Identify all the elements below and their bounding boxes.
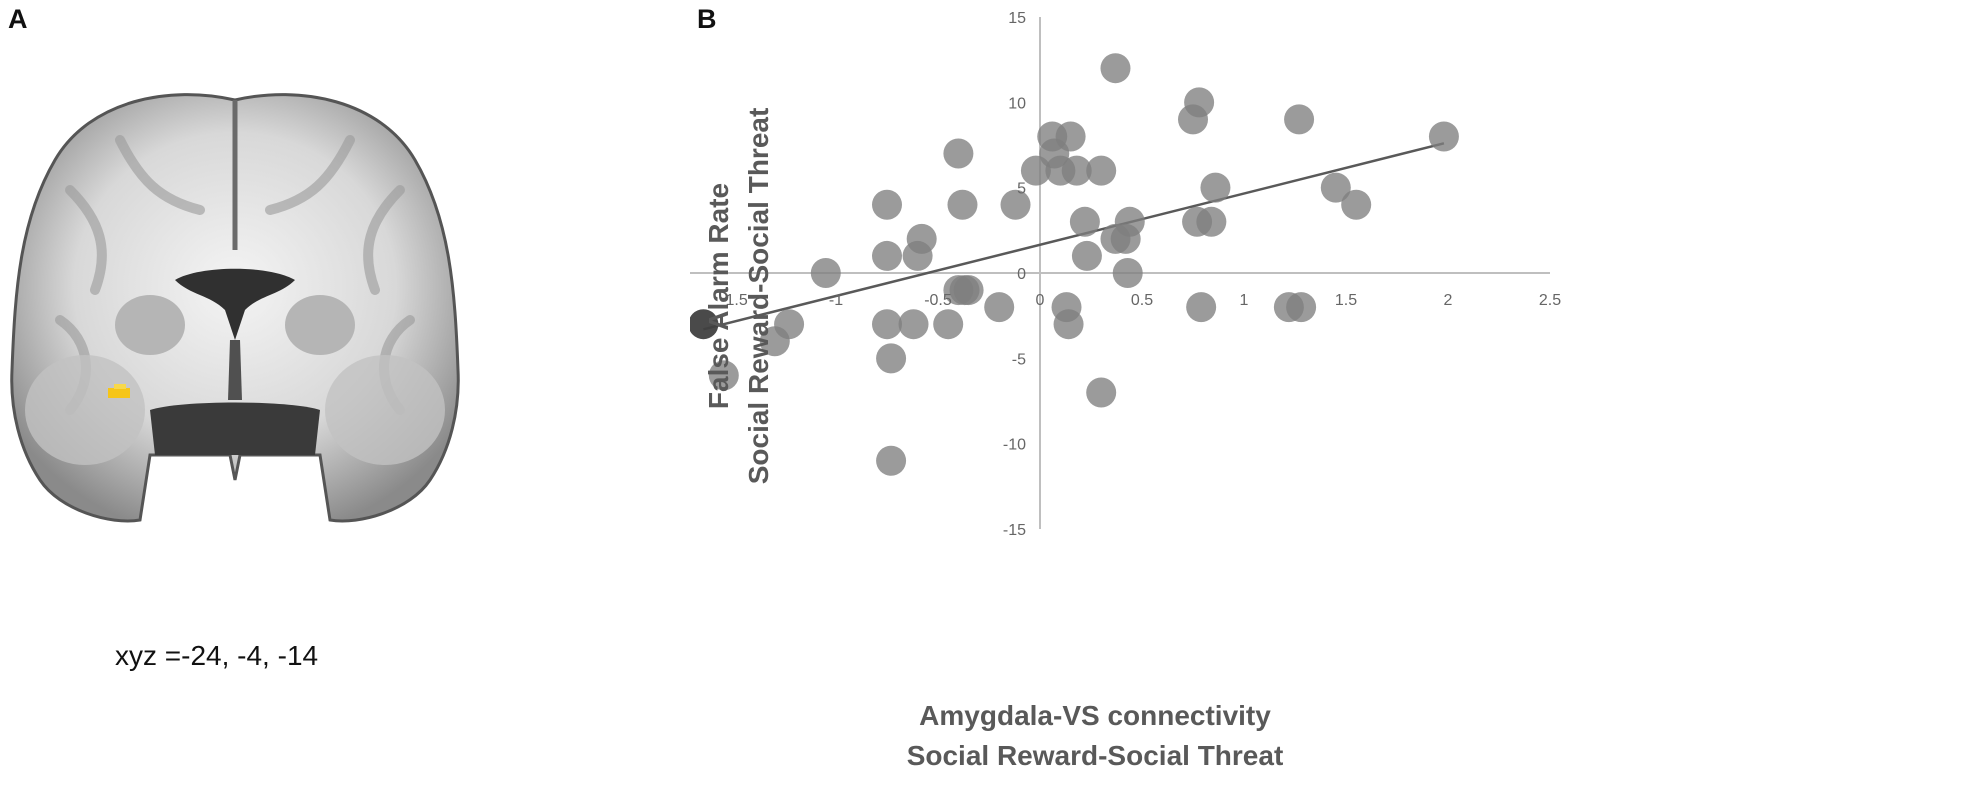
data-point (1196, 206, 1227, 237)
activation-cluster (108, 388, 130, 398)
data-point (1071, 240, 1102, 271)
x-tick-label: 0.5 (1131, 292, 1153, 309)
data-point (1284, 104, 1315, 135)
y-axis-title-line1: False Alarm Rate (703, 183, 734, 409)
data-point (933, 309, 964, 340)
y-tick-label: 15 (1008, 10, 1026, 27)
x-axis-title-line1: Amygdala-VS connectivity (919, 700, 1271, 731)
data-point (1200, 172, 1231, 203)
x-tick-label: -1.5 (720, 292, 748, 309)
trendline (703, 142, 1445, 331)
data-point (774, 309, 805, 340)
data-point (1000, 189, 1031, 220)
panel-a-label: A (8, 4, 28, 34)
data-point (1112, 258, 1143, 288)
data-point (1086, 155, 1117, 186)
data-point (1114, 206, 1145, 237)
data-point (1069, 206, 1100, 237)
data-point (690, 309, 719, 340)
data-point (1184, 87, 1215, 118)
y-axis-title-line2: Social Reward-Social Threat (743, 108, 774, 485)
y-tick-label: 5 (1017, 181, 1026, 198)
y-tick-label: 10 (1008, 95, 1026, 112)
data-point (876, 343, 907, 374)
y-tick-label: -10 (1003, 437, 1026, 454)
data-point (984, 292, 1015, 323)
data-point (1061, 155, 1092, 186)
data-point (1055, 121, 1086, 152)
data-point (1086, 377, 1117, 408)
x-tick-label: -0.5 (924, 292, 952, 309)
x-tick-label: 0 (1036, 292, 1045, 309)
x-tick-label: 2 (1444, 292, 1453, 309)
data-point (1286, 292, 1317, 323)
brain-coronal-slice (10, 93, 460, 523)
data-point (1186, 292, 1217, 323)
data-point (947, 189, 978, 220)
data-point (1100, 53, 1131, 84)
data-point (810, 258, 841, 288)
data-point (898, 309, 929, 340)
coordinates-caption: xyz =-24, -4, -14 (115, 640, 319, 671)
x-tick-label: 1.5 (1335, 292, 1357, 309)
data-point (943, 138, 974, 169)
data-point (872, 240, 902, 271)
x-axis-title-line2: Social Reward-Social Threat (907, 740, 1284, 771)
ventricles (175, 268, 295, 340)
x-tick-label: 2.5 (1539, 292, 1561, 309)
data-point (872, 189, 902, 220)
x-tick-label: 1 (1240, 292, 1249, 309)
data-point (953, 275, 984, 306)
y-tick-label: -15 (1003, 522, 1026, 539)
y-tick-label: 0 (1017, 266, 1026, 283)
data-point (1320, 172, 1351, 203)
data-point (876, 445, 907, 476)
x-tick-label: -1 (829, 292, 843, 309)
data-point (1053, 309, 1084, 340)
data-point (1428, 121, 1459, 152)
data-point (906, 223, 937, 254)
scatter-chart: -2-1.5-1-0.500.511.522.5151050-5-10-15Am… (690, 10, 1561, 771)
data-point (708, 360, 739, 391)
y-tick-label: -5 (1012, 351, 1026, 368)
data-point (872, 309, 902, 340)
panel-b-label: B (697, 4, 717, 34)
data-point (1341, 189, 1372, 220)
